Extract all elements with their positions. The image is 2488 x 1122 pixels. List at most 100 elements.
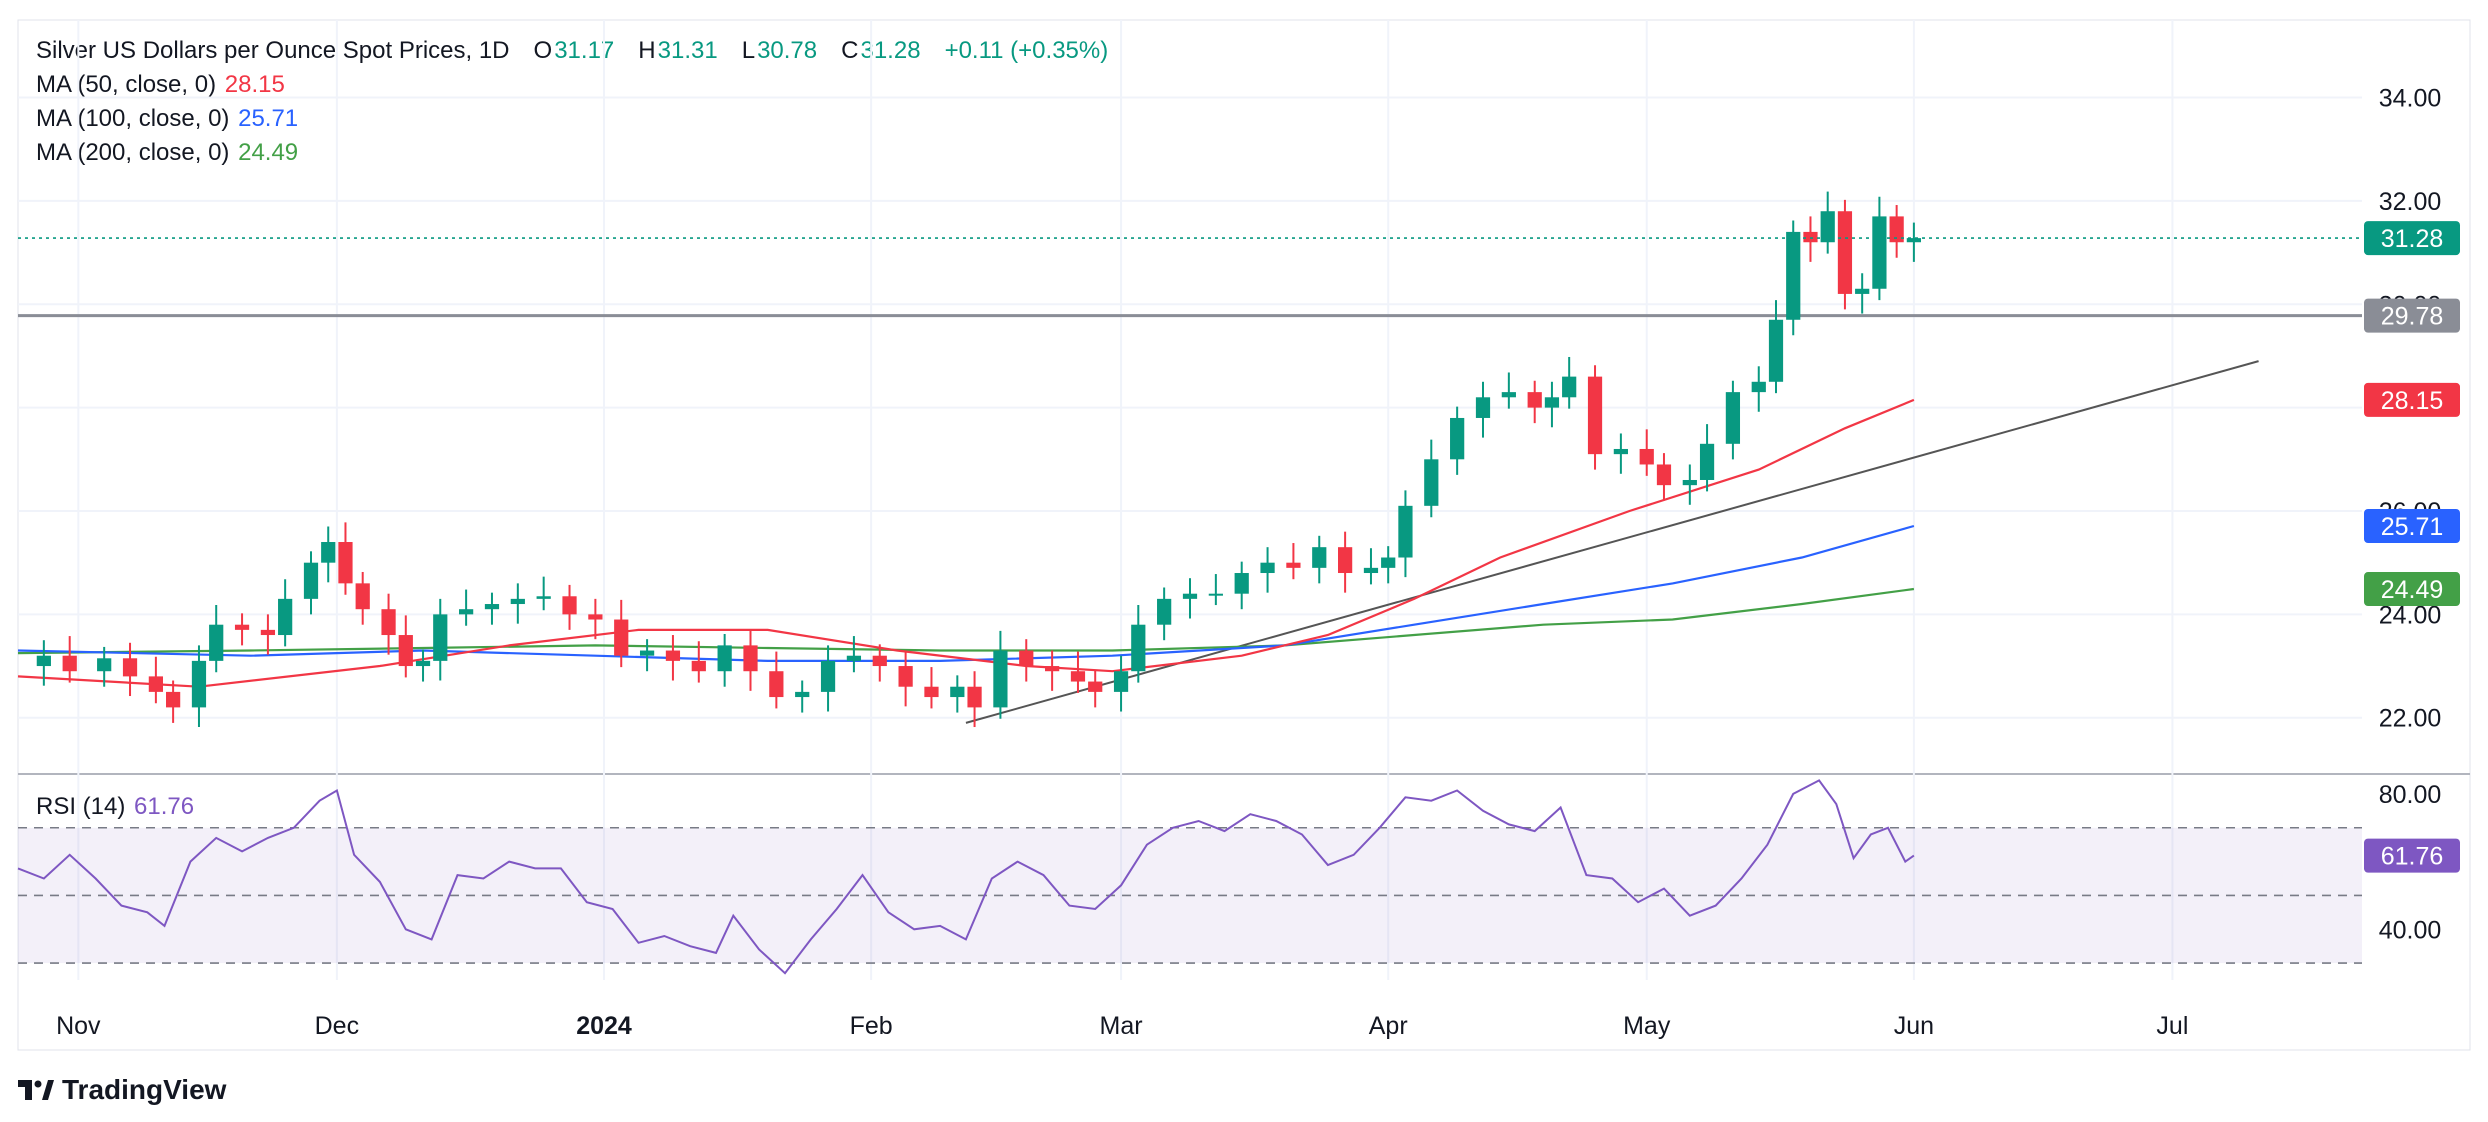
ma50-badge-bg: [2364, 382, 2460, 417]
candle: [1312, 535, 1327, 584]
candle: [1182, 578, 1198, 619]
candle-body: [1613, 448, 1628, 455]
candle-body: [166, 691, 181, 708]
candle-body: [36, 655, 51, 667]
candle-body: [1260, 562, 1275, 574]
rsi-badge-bg: [2364, 838, 2460, 873]
candle-body: [415, 660, 431, 667]
candle: [1450, 406, 1465, 475]
candle-body: [278, 598, 293, 636]
candle-body: [769, 671, 784, 698]
ma50-label: MA (50, close, 0): [36, 71, 217, 98]
ma100-badge-text: 25.71: [2381, 513, 2444, 541]
candle-body: [1889, 216, 1904, 243]
candle-body: [1501, 392, 1516, 398]
candle: [1803, 216, 1818, 262]
candle-body: [433, 614, 448, 661]
candle-body: [1656, 464, 1672, 486]
candle-body: [691, 660, 706, 672]
symbol-title[interactable]: Silver US Dollars per Ounce Spot Prices,…: [36, 37, 510, 64]
candle-body: [924, 686, 939, 698]
candle: [303, 551, 319, 615]
chart-header-legend: Silver US Dollars per Ounce Spot Prices,…: [36, 34, 1110, 68]
rsi-badge-text: 61.76: [2381, 843, 2444, 871]
candle: [1613, 433, 1628, 474]
time-axis-label: Apr: [1369, 1012, 1408, 1040]
rsi-label: RSI (14): [36, 793, 126, 820]
candle: [1157, 587, 1172, 641]
candle: [872, 644, 887, 682]
candle: [614, 599, 629, 668]
candle-body: [1070, 671, 1086, 682]
ma100-value: 25.71: [238, 105, 299, 132]
price-axis-tick: 32.00: [2379, 188, 2442, 216]
resistance-level-badge: 29.78: [2364, 298, 2460, 333]
time-axis-label: Nov: [56, 1012, 101, 1040]
ma50-badge-text: 28.15: [2381, 387, 2444, 415]
price-axis-tick: 34.00: [2379, 85, 2442, 113]
candle-body: [743, 645, 758, 672]
candle: [415, 649, 431, 682]
close-label: C: [841, 37, 859, 64]
candle-body: [1450, 417, 1465, 460]
candle-body: [950, 686, 965, 698]
candle-body: [1803, 231, 1818, 243]
candle-body: [381, 609, 396, 636]
candle: [321, 526, 336, 583]
candle-body: [484, 604, 500, 610]
rsi-axis-tick: 40.00: [2379, 916, 2442, 944]
candle: [484, 592, 500, 625]
candle-body: [1088, 681, 1103, 692]
candle-body: [1157, 598, 1172, 625]
candle: [1286, 543, 1301, 580]
candle: [639, 639, 655, 672]
candle: [148, 656, 163, 704]
candle-body: [1363, 567, 1379, 574]
candle: [1113, 655, 1129, 712]
candle: [1381, 546, 1396, 584]
candle: [166, 680, 181, 723]
candle: [691, 641, 706, 683]
candle-body: [1786, 231, 1801, 320]
candle-body: [1544, 397, 1560, 408]
candle-body: [191, 660, 207, 708]
candle-body: [588, 614, 603, 620]
candle-body: [993, 650, 1008, 708]
candle: [1398, 490, 1413, 578]
candle: [1070, 651, 1086, 693]
candle: [1837, 199, 1853, 310]
candle-body: [510, 598, 525, 605]
ma200-label: MA (200, close, 0): [36, 139, 230, 166]
candle-body: [1286, 562, 1301, 568]
candle: [1639, 429, 1654, 476]
candle-body: [1113, 671, 1129, 692]
candle: [510, 583, 525, 624]
candle-body: [398, 635, 413, 667]
ma200-badge: 24.49: [2364, 572, 2460, 607]
candle: [562, 584, 577, 630]
candle-body: [1699, 443, 1715, 480]
change-value: +0.11 (+0.35%): [944, 37, 1109, 64]
ma100-line: [17, 524, 1915, 663]
candle-body: [1381, 557, 1396, 568]
ma100-legend[interactable]: MA (100, close, 0) 25.71: [36, 102, 300, 136]
candle-body: [355, 583, 370, 610]
ma50-legend[interactable]: MA (50, close, 0) 28.15: [36, 68, 287, 102]
candle-body: [1725, 392, 1741, 444]
candle-body: [1045, 666, 1060, 672]
chart-frame: [17, 19, 2471, 1051]
candle-body: [717, 645, 732, 672]
ma200-legend[interactable]: MA (200, close, 0) 24.49: [36, 136, 300, 170]
candle: [924, 667, 939, 709]
tradingview-logo[interactable]: TradingView: [18, 1074, 226, 1106]
ma200-badge-text: 24.49: [2381, 576, 2444, 604]
candle-body: [846, 655, 862, 661]
candle: [398, 615, 413, 678]
candle: [588, 598, 603, 640]
candle: [278, 579, 293, 647]
candle-body: [1527, 392, 1542, 408]
rsi-legend[interactable]: RSI (14) 61.76: [36, 790, 196, 824]
candle: [536, 576, 551, 611]
last-price-badge: 31.28: [2364, 221, 2460, 256]
